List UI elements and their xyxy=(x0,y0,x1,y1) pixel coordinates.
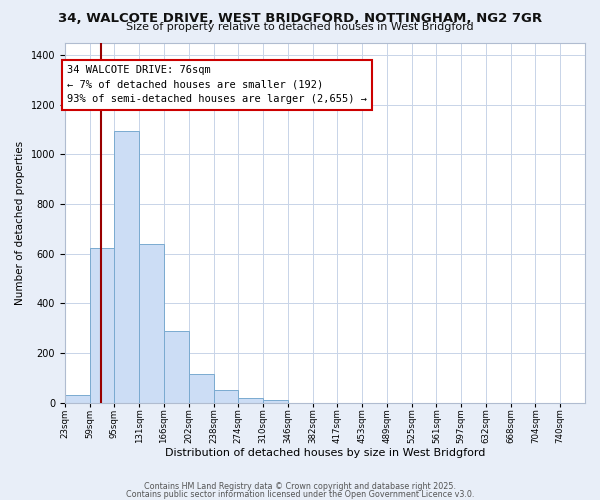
Y-axis label: Number of detached properties: Number of detached properties xyxy=(15,140,25,305)
X-axis label: Distribution of detached houses by size in West Bridgford: Distribution of detached houses by size … xyxy=(165,448,485,458)
Bar xyxy=(238,398,263,403)
Text: Contains HM Land Registry data © Crown copyright and database right 2025.: Contains HM Land Registry data © Crown c… xyxy=(144,482,456,491)
Bar xyxy=(65,396,89,403)
Text: Size of property relative to detached houses in West Bridgford: Size of property relative to detached ho… xyxy=(126,22,474,32)
Text: Contains public sector information licensed under the Open Government Licence v3: Contains public sector information licen… xyxy=(126,490,474,499)
Bar xyxy=(115,130,139,403)
Bar xyxy=(164,331,189,403)
Bar xyxy=(214,390,238,403)
Bar xyxy=(189,374,214,403)
Bar xyxy=(89,248,115,403)
Bar xyxy=(139,244,164,403)
Text: 34 WALCOTE DRIVE: 76sqm
← 7% of detached houses are smaller (192)
93% of semi-de: 34 WALCOTE DRIVE: 76sqm ← 7% of detached… xyxy=(67,65,367,104)
Bar xyxy=(263,400,288,403)
Text: 34, WALCOTE DRIVE, WEST BRIDGFORD, NOTTINGHAM, NG2 7GR: 34, WALCOTE DRIVE, WEST BRIDGFORD, NOTTI… xyxy=(58,12,542,26)
